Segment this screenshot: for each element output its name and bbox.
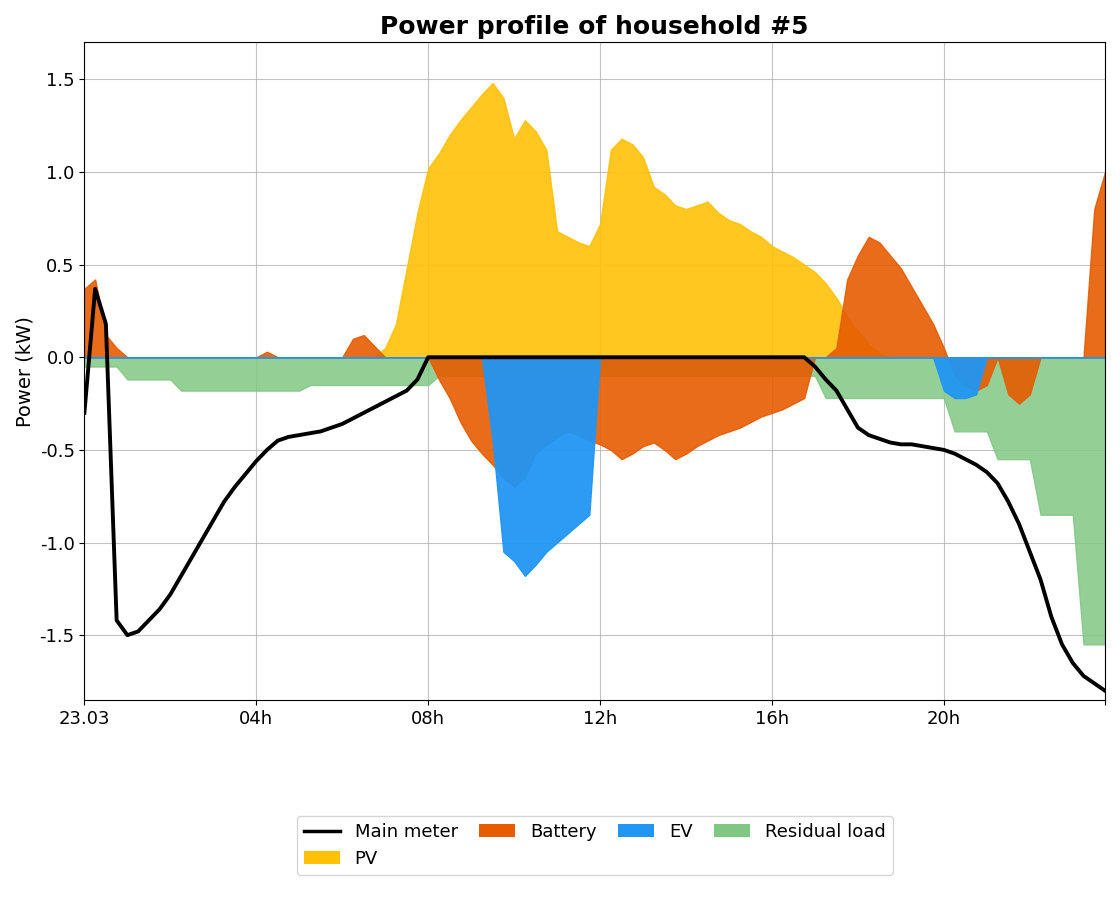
Main meter [636, 352, 650, 363]
Main meter [88, 284, 102, 294]
Y-axis label: Power (kW): Power (kW) [15, 316, 34, 427]
Main meter [604, 352, 617, 363]
Main meter [379, 396, 392, 407]
Main meter [1099, 685, 1112, 696]
Main meter [1023, 546, 1036, 557]
Main meter [529, 352, 542, 363]
Title: Power profile of household #5: Power profile of household #5 [381, 15, 809, 39]
Line: Main meter: Main meter [84, 289, 1105, 690]
Legend: Main meter, PV, Battery, EV, Residual load: Main meter, PV, Battery, EV, Residual lo… [297, 815, 893, 875]
Main meter [228, 482, 242, 492]
Main meter [77, 408, 91, 418]
